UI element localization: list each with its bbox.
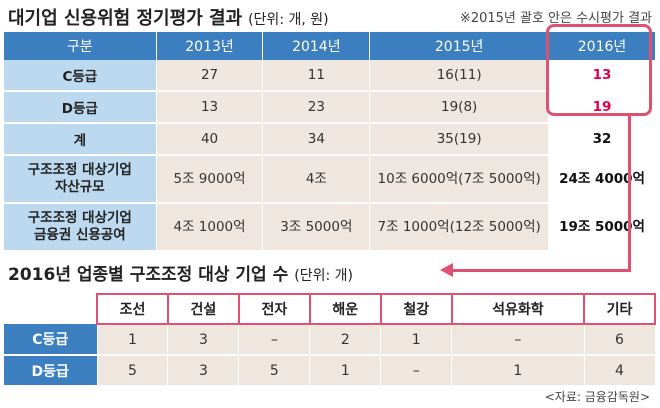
cell-ind-d-5: 1: [451, 355, 585, 387]
cell-ind-d-2: 5: [238, 355, 311, 387]
col-header-construction: 건설: [166, 293, 240, 325]
cell-ind-d-4: –: [380, 355, 453, 387]
col-header-shipbuilding: 조선: [96, 293, 169, 325]
row-header-assets-line1: 구조조정 대상기업: [27, 162, 132, 178]
table-row: C등급 1 3 – 2 1 – 6: [4, 324, 656, 356]
cell-assets-2013: 5조 9000억: [156, 155, 264, 204]
col-header-2016: 2016년: [548, 32, 656, 60]
col-header-petrochemical: 석유화학: [450, 293, 586, 325]
cell-d-2016: 19: [548, 91, 656, 124]
cell-ind-c-1: 3: [167, 324, 240, 356]
cell-ind-c-4: 1: [380, 324, 453, 356]
table-row: 계 40 34 35(19) 32: [4, 123, 656, 156]
col-header-other: 기타: [583, 293, 656, 325]
table-row: 구조조정 대상기업 자산규모 5조 9000억 4조 10조 6000억(7조 5…: [4, 155, 656, 204]
table-row: D등급 5 3 5 1 – 1 4: [4, 355, 656, 387]
cell-ind-d-6: 4: [584, 355, 656, 387]
cell-assets-2015: 10조 6000억(7조 5000억): [369, 155, 550, 204]
industry-table: 조선 건설 전자 해운 철강 석유화학 기타 C등급 1 3 – 2 1 – 6…: [4, 293, 656, 387]
cell-total-2013: 40: [156, 123, 264, 156]
industry-row-header-d: D등급: [4, 355, 98, 387]
highlight-2016-box: [546, 24, 652, 116]
source-label: <자료: 금융감독원>: [544, 390, 650, 404]
cell-ind-d-1: 3: [167, 355, 240, 387]
table-row: 구조조정 대상기업 금융권 신용공여 4조 1000억 3조 5000억 7조 1…: [4, 203, 656, 252]
cell-credit-2013: 4조 1000억: [156, 203, 264, 252]
col-header-shipping: 해운: [308, 293, 382, 325]
col-header-2014: 2014년: [262, 32, 371, 60]
industry-header-blank: [4, 294, 97, 324]
table-row: D등급 13 23 19(8) 19: [4, 91, 656, 124]
col-header-2015: 2015년: [369, 32, 550, 60]
main-table-header: 구분 2013년 2014년 2015년 2016년: [4, 32, 656, 60]
row-header-credit-line2: 금융권 신용공여: [33, 227, 126, 243]
industry-table-header: 조선 건설 전자 해운 철강 석유화학 기타: [4, 293, 656, 325]
cell-ind-c-2: –: [238, 324, 311, 356]
cell-assets-2016: 24조 4000억: [548, 155, 656, 204]
row-header-credit-line1: 구조조정 대상기업: [27, 210, 132, 226]
cell-d-2014: 23: [262, 91, 371, 124]
table-row: C등급 27 11 16(11) 13: [4, 60, 656, 92]
cell-assets-2014: 4조: [262, 155, 371, 204]
col-header-electronics: 전자: [237, 293, 311, 325]
cell-total-2015: 35(19): [369, 123, 550, 156]
cell-ind-c-5: –: [451, 324, 585, 356]
unit-label: (단위: 개, 원): [248, 12, 329, 28]
main-table: 구분 2013년 2014년 2015년 2016년 C등급 27 11 16(…: [4, 32, 656, 252]
industry-row-header-c: C등급: [4, 324, 98, 356]
cell-total-2016: 32: [548, 123, 656, 156]
industry-unit-label: (단위: 개): [294, 268, 353, 284]
cell-c-2013: 27: [156, 60, 264, 92]
cell-credit-2015: 7조 1000억(12조 5000억): [369, 203, 550, 252]
cell-ind-d-0: 5: [97, 355, 169, 387]
cell-d-2013: 13: [156, 91, 264, 124]
cell-ind-d-3: 1: [309, 355, 382, 387]
cell-c-2015: 16(11): [369, 60, 550, 92]
cell-total-2014: 34: [262, 123, 371, 156]
footnote: ※2015년 괄호 안은 수시평가 결과: [459, 11, 652, 26]
cell-c-2014: 11: [262, 60, 371, 92]
industry-table-title: 2016년 업종별 구조조정 대상 기업 수 (단위: 개): [8, 265, 353, 285]
cell-credit-2016: 19조 5000억: [548, 203, 656, 252]
cell-ind-c-3: 2: [309, 324, 382, 356]
arrow-left-icon: [440, 263, 453, 277]
row-header-d-grade: D등급: [4, 91, 157, 124]
cell-ind-c-0: 1: [97, 324, 169, 356]
col-header-2013: 2013년: [156, 32, 264, 60]
col-header-category: 구분: [4, 32, 157, 60]
row-header-assets: 구조조정 대상기업 자산규모: [4, 155, 157, 204]
cell-ind-c-6: 6: [584, 324, 656, 356]
cell-credit-2014: 3조 5000억: [262, 203, 371, 252]
arrow-line-vertical: [628, 116, 631, 272]
arrow-line-horizontal: [452, 269, 631, 272]
col-header-steel: 철강: [379, 293, 453, 325]
cell-d-2015: 19(8): [369, 91, 550, 124]
row-header-credit: 구조조정 대상기업 금융권 신용공여: [4, 203, 157, 252]
row-header-total: 계: [4, 123, 157, 156]
row-header-c-grade: C등급: [4, 60, 157, 92]
cell-c-2016: 13: [548, 60, 656, 92]
page-title: 대기업 신용위험 정기평가 결과 (단위: 개, 원): [8, 8, 329, 29]
row-header-assets-line2: 자산규모: [54, 179, 105, 195]
